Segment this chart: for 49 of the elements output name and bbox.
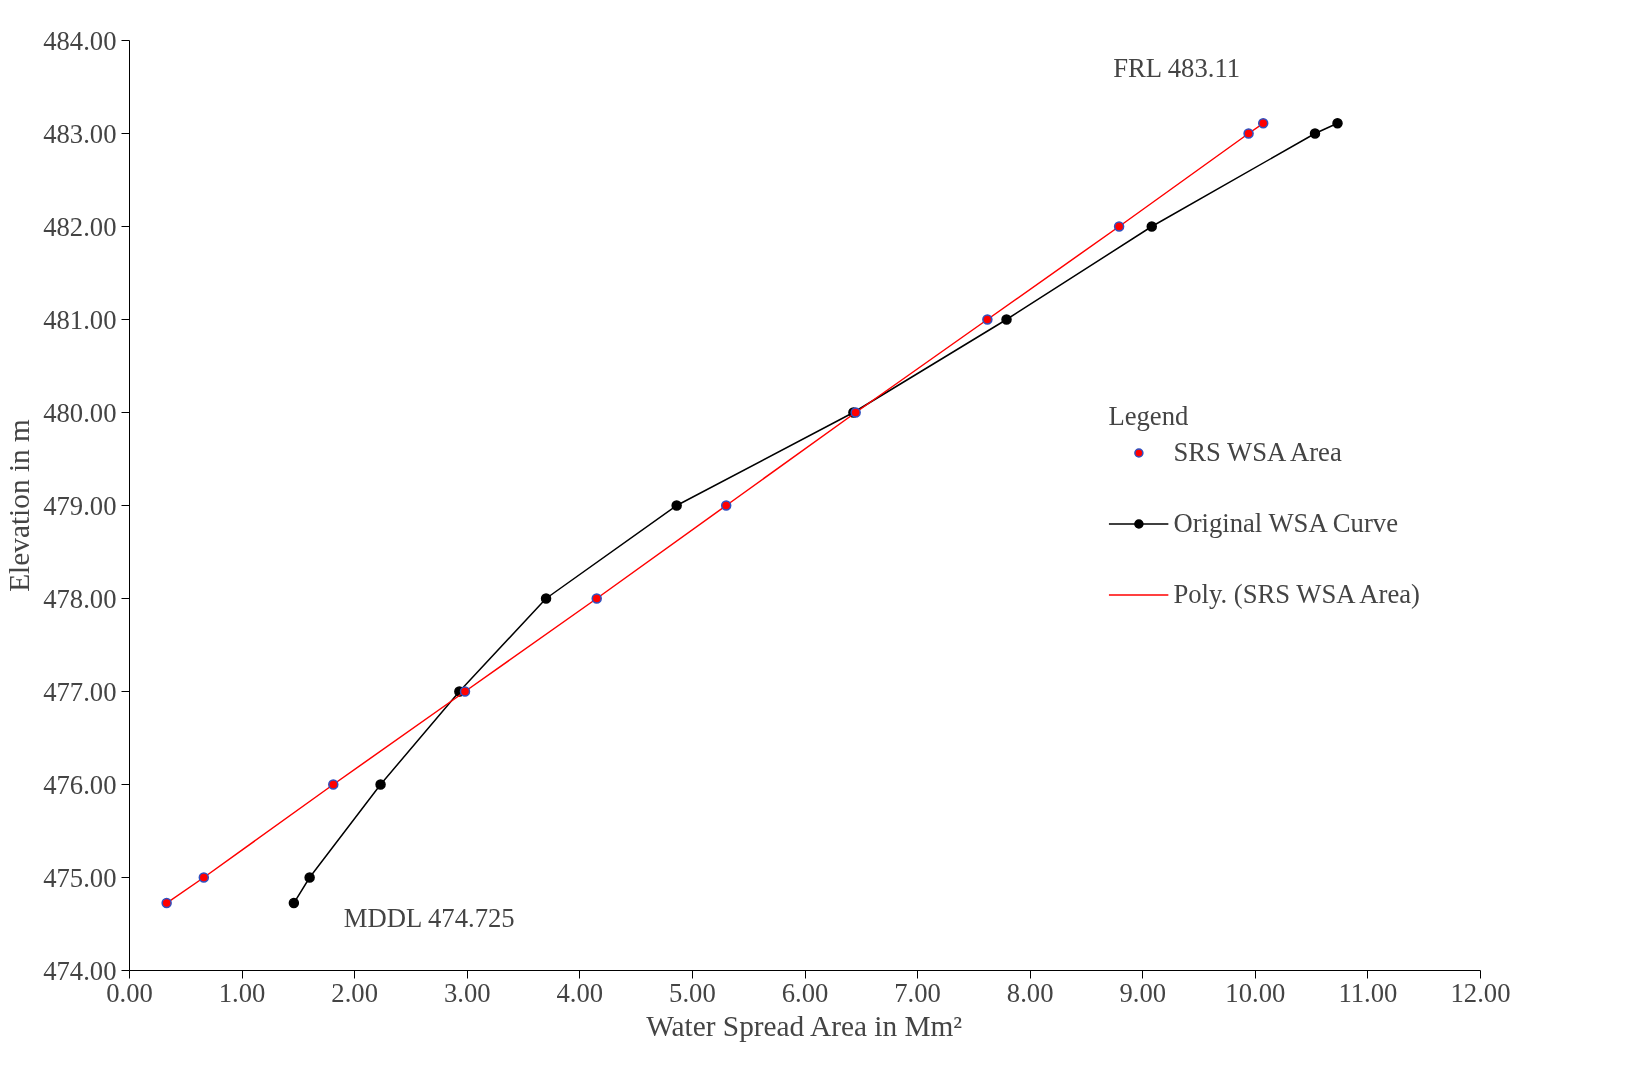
x-tick-label: 2.00 [331, 977, 378, 1008]
point [1146, 221, 1158, 232]
annotation: FRL 483.11 [1113, 53, 1241, 84]
y-tick-label: 480.00 [43, 397, 117, 428]
x-tick-label: 3.00 [443, 977, 491, 1008]
point [161, 897, 172, 909]
point [1113, 221, 1125, 232]
x-tick-label: 4.00 [556, 977, 604, 1008]
y-tick-label: 478.00 [43, 583, 117, 614]
point [720, 500, 732, 511]
point [1001, 314, 1012, 325]
point [671, 500, 682, 511]
x-tick-label: 5.00 [669, 977, 716, 1008]
y-tick-label: 483.00 [43, 118, 117, 149]
point [982, 314, 993, 325]
x-tick-label: 1.00 [218, 977, 266, 1008]
point [459, 686, 471, 697]
x-tick-label: 6.00 [781, 977, 829, 1008]
y-tick-label: 479.00 [43, 490, 117, 521]
point [375, 779, 386, 790]
x-tick-label: 11.00 [1338, 977, 1398, 1008]
point [198, 872, 210, 883]
x-tick-label: 10.00 [1225, 977, 1286, 1008]
x-tick-label: 7.00 [894, 977, 941, 1008]
y-tick-label: 476.00 [43, 769, 117, 800]
y-tick-label: 477.00 [43, 676, 117, 707]
point [304, 872, 315, 883]
point [328, 779, 339, 790]
point [1332, 118, 1343, 129]
point [288, 897, 300, 909]
annotation: MDDL 474.725 [343, 903, 515, 934]
x-tick-label: 12.00 [1450, 977, 1511, 1008]
point [1309, 128, 1321, 139]
legend-label: Original WSA Curve [1173, 507, 1399, 539]
y-axis-title: Elevation in m [3, 418, 36, 592]
legend-label: SRS WSA Area [1173, 436, 1343, 468]
legend-label: Poly. (SRS WSA Area) [1173, 578, 1420, 610]
point [591, 593, 602, 604]
point [540, 593, 552, 604]
y-tick-label: 482.00 [43, 211, 117, 242]
y-tick-label: 484.00 [43, 25, 117, 56]
x-tick-label: 9.00 [1119, 977, 1167, 1008]
y-tick-label: 481.00 [43, 304, 117, 335]
point [1243, 128, 1254, 139]
legend-title: Legend [1108, 400, 1190, 432]
x-tick-label: 8.00 [1006, 977, 1054, 1008]
x-axis-title: Water Spread Area in Mm² [646, 1009, 963, 1042]
point [1257, 118, 1269, 129]
y-tick-label: 475.00 [43, 862, 117, 893]
